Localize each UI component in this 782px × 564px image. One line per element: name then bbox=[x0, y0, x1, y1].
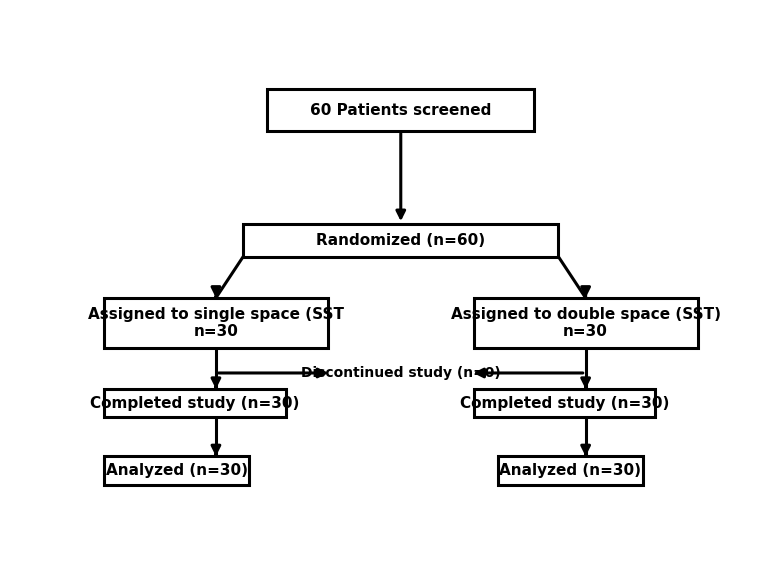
Text: Assigned to double space (SST)
n=30: Assigned to double space (SST) n=30 bbox=[450, 307, 721, 339]
Text: Completed study (n=30): Completed study (n=30) bbox=[460, 396, 669, 411]
FancyBboxPatch shape bbox=[104, 456, 249, 484]
FancyBboxPatch shape bbox=[474, 298, 698, 348]
FancyBboxPatch shape bbox=[474, 389, 655, 417]
FancyBboxPatch shape bbox=[498, 456, 644, 484]
FancyBboxPatch shape bbox=[104, 389, 285, 417]
Text: Randomized (n=60): Randomized (n=60) bbox=[316, 233, 486, 248]
Text: Assigned to single space (SST
n=30: Assigned to single space (SST n=30 bbox=[88, 307, 344, 339]
Text: Analyzed (n=30): Analyzed (n=30) bbox=[500, 463, 641, 478]
Text: Completed study (n=30): Completed study (n=30) bbox=[90, 396, 300, 411]
Text: Discontinued study (n=0): Discontinued study (n=0) bbox=[301, 366, 500, 380]
FancyBboxPatch shape bbox=[267, 90, 534, 131]
Text: Analyzed (n=30): Analyzed (n=30) bbox=[106, 463, 248, 478]
FancyBboxPatch shape bbox=[104, 298, 328, 348]
FancyBboxPatch shape bbox=[243, 224, 558, 257]
Text: 60 Patients screened: 60 Patients screened bbox=[310, 103, 491, 117]
